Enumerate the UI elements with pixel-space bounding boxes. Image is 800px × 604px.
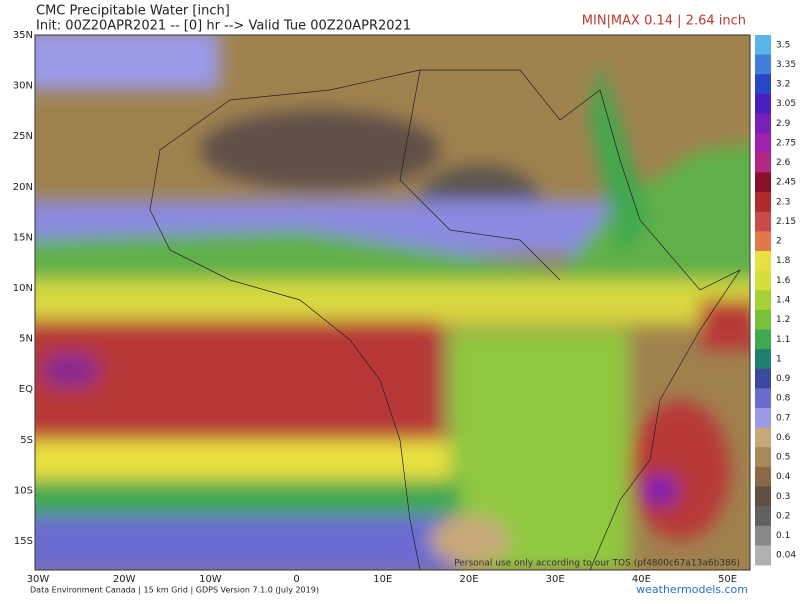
lon-label: 30W xyxy=(27,574,50,585)
lat-label: 5S xyxy=(20,435,33,446)
colorbar-label: 0.9 xyxy=(776,374,791,384)
subtitle: Init: 00Z20APR2021 -- [0] hr --> Valid T… xyxy=(36,19,411,34)
colorbar-swatch xyxy=(755,447,771,468)
site-link[interactable]: weathermodels.com xyxy=(636,583,748,596)
colorbar-swatch xyxy=(755,35,771,56)
colorbar-swatch xyxy=(755,290,771,311)
colorbar-swatch xyxy=(755,270,771,291)
colorbar-label: 0.3 xyxy=(776,492,790,502)
lon-label: 0 xyxy=(293,574,299,585)
lon-axis: 30W 20W 10W 0 10E 20E 30E 40E 50E xyxy=(27,574,737,585)
colorbar-swatch xyxy=(755,152,771,173)
colorbar-label: 0.5 xyxy=(776,453,790,463)
colorbar-swatch xyxy=(755,407,771,429)
lon-label: 30E xyxy=(546,574,565,585)
colorbar-swatch xyxy=(755,545,771,566)
colorbar-swatch xyxy=(755,309,771,330)
lon-label: 20W xyxy=(113,574,136,585)
lon-label: 20E xyxy=(459,574,478,585)
colorbar-swatch xyxy=(755,427,771,448)
colorbar-swatch xyxy=(755,113,771,134)
colorbar-swatch xyxy=(755,329,771,350)
colorbar-label: 3.35 xyxy=(776,60,796,70)
colorbar-label: 1.4 xyxy=(776,296,791,306)
colorbar-label: 2.3 xyxy=(776,197,790,207)
colorbar-label: 3.2 xyxy=(776,80,790,90)
colorbar-swatch xyxy=(755,250,771,272)
colorbar-swatch xyxy=(755,349,771,370)
lat-label: EQ xyxy=(19,384,33,395)
colorbar-label: 2.75 xyxy=(776,138,796,148)
colorbar-label: 1.6 xyxy=(776,276,791,286)
lat-label: 10N xyxy=(13,283,33,294)
colorbar-label: 0.04 xyxy=(776,551,796,561)
minmax: MIN|MAX 0.14 | 2.64 inch xyxy=(582,14,746,29)
colorbar-swatch xyxy=(755,172,771,193)
colorbar-label: 3.05 xyxy=(776,99,796,109)
colorbar-swatch xyxy=(755,466,771,487)
lat-label: 30N xyxy=(13,81,33,92)
colorbar-swatch xyxy=(755,192,771,213)
title: CMC Precipitable Water [inch] xyxy=(36,4,230,19)
lat-label: 15S xyxy=(14,536,33,547)
lat-axis: 35N 30N 25N 20N 15N 10N 5N EQ 5S 10S 15S xyxy=(13,30,33,547)
lon-label: 10W xyxy=(199,574,222,585)
lat-label: 25N xyxy=(13,131,33,142)
colorbar-swatch xyxy=(755,368,771,389)
colorbar-label: 1 xyxy=(776,354,782,364)
colorbar-swatch xyxy=(755,93,771,115)
map-frame xyxy=(34,34,751,571)
lat-label: 15N xyxy=(13,232,33,243)
colorbar-label: 0.1 xyxy=(776,531,790,541)
lat-label: 10S xyxy=(14,485,33,496)
colorbar-swatch xyxy=(755,388,771,409)
colorbar: 3.5 3.35 3.2 3.05 2.9 2.75 2.6 2.45 2.3 2.15 2 1.8 1… xyxy=(755,35,796,566)
colorbar-swatch xyxy=(755,525,771,546)
colorbar-label: 1.2 xyxy=(776,315,790,325)
colorbar-label: 2.15 xyxy=(776,217,796,227)
lat-label: 5N xyxy=(19,334,33,345)
colorbar-label: 0.6 xyxy=(776,433,791,443)
colorbar-label: 1.8 xyxy=(776,256,791,266)
lat-label: 35N xyxy=(13,30,33,41)
map: Personal use only according to our TOS (… xyxy=(35,35,750,570)
credit: Data Environment Canada | 15 km Grid | G… xyxy=(30,586,319,595)
colorbar-label: 2 xyxy=(776,237,782,247)
colorbar-swatch xyxy=(755,231,771,252)
colorbar-swatch xyxy=(755,506,771,527)
colorbar-label: 3.5 xyxy=(776,40,790,50)
colorbar-label: 0.8 xyxy=(776,394,791,404)
colorbar-swatch xyxy=(755,211,771,232)
colorbar-label: 2.9 xyxy=(776,119,791,129)
colorbar-swatch xyxy=(755,54,771,75)
watermark: Personal use only according to our TOS (… xyxy=(454,559,740,569)
lon-label: 10E xyxy=(373,574,392,585)
colorbar-label: 1.1 xyxy=(776,335,790,345)
lon-label: 40E xyxy=(632,574,651,585)
colorbar-label: 2.45 xyxy=(776,178,796,188)
lon-label: 50E xyxy=(718,574,737,585)
colorbar-label: 0.2 xyxy=(776,511,790,521)
colorbar-swatch xyxy=(755,486,771,507)
colorbar-swatch xyxy=(755,74,771,95)
colorbar-label: 0.4 xyxy=(776,472,791,482)
colorbar-swatch xyxy=(755,133,771,154)
lat-label: 20N xyxy=(13,182,33,193)
colorbar-label: 2.6 xyxy=(776,158,791,168)
colorbar-label: 0.7 xyxy=(776,413,790,423)
